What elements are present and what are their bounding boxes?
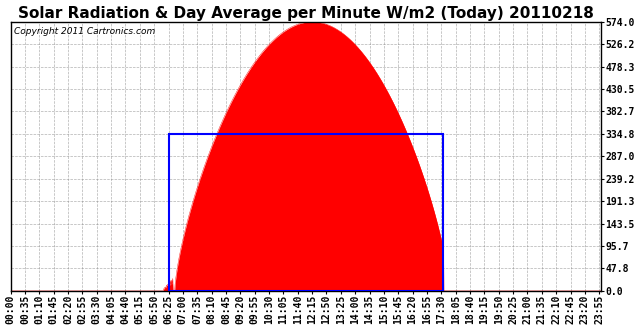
Title: Solar Radiation & Day Average per Minute W/m2 (Today) 20110218: Solar Radiation & Day Average per Minute…: [18, 6, 594, 20]
Bar: [168, 134, 444, 291]
Text: Copyright 2011 Cartronics.com: Copyright 2011 Cartronics.com: [13, 27, 155, 36]
